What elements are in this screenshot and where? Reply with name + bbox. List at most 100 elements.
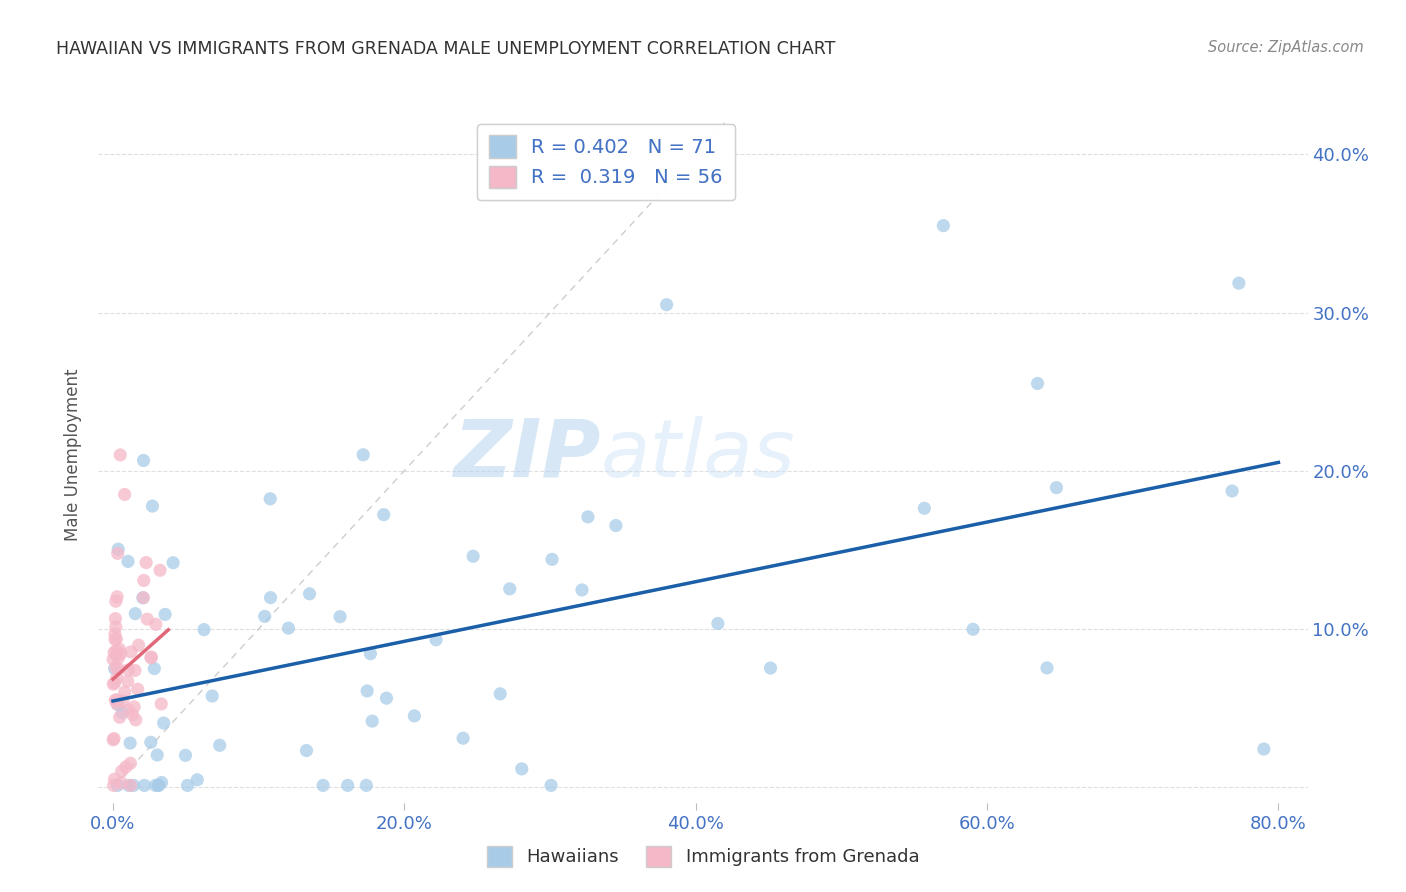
Point — [121, 707, 143, 722]
Point — [122, 778, 145, 793]
Point — [104, 612, 127, 626]
Point — [912, 501, 935, 516]
Point — [425, 632, 447, 647]
Point — [277, 621, 299, 635]
Point — [451, 731, 474, 746]
Point — [105, 590, 128, 604]
Point — [605, 518, 627, 533]
Point — [571, 582, 593, 597]
Point — [114, 487, 136, 501]
Point — [103, 677, 125, 691]
Point — [136, 612, 159, 626]
Point — [141, 650, 163, 665]
Point — [104, 693, 127, 707]
Point — [117, 663, 139, 677]
Point — [356, 778, 378, 793]
Point — [124, 607, 146, 621]
Point — [107, 661, 129, 675]
Point — [1026, 376, 1049, 391]
Point — [298, 587, 321, 601]
Point — [111, 764, 134, 779]
Point — [201, 689, 224, 703]
Point — [932, 219, 955, 233]
Point — [510, 762, 533, 776]
Point — [489, 687, 512, 701]
Point — [104, 632, 127, 647]
Point — [118, 778, 141, 793]
Point — [120, 778, 142, 793]
Point — [141, 499, 163, 513]
Point — [104, 662, 127, 676]
Point — [103, 646, 125, 660]
Point — [103, 772, 125, 787]
Point — [105, 671, 128, 685]
Point — [655, 298, 678, 312]
Point — [1045, 481, 1067, 495]
Point — [253, 609, 276, 624]
Point — [104, 594, 127, 608]
Point — [125, 713, 148, 727]
Point — [108, 642, 131, 657]
Point — [146, 747, 169, 762]
Point — [132, 591, 155, 605]
Point — [259, 491, 281, 506]
Point — [329, 609, 352, 624]
Point — [463, 549, 485, 564]
Point — [356, 684, 378, 698]
Point — [117, 554, 139, 568]
Point — [1253, 742, 1275, 756]
Point — [104, 660, 127, 674]
Point — [124, 664, 146, 678]
Point — [375, 691, 398, 706]
Point — [576, 509, 599, 524]
Point — [134, 778, 156, 793]
Point — [148, 778, 170, 793]
Point — [153, 607, 176, 622]
Point — [105, 644, 128, 658]
Point — [150, 697, 173, 711]
Point — [312, 778, 335, 793]
Point — [101, 652, 124, 666]
Legend: R = 0.402   N = 71, R =  0.319   N = 56: R = 0.402 N = 71, R = 0.319 N = 56 — [477, 124, 734, 200]
Point — [139, 650, 162, 665]
Point — [117, 703, 139, 717]
Point — [132, 591, 155, 605]
Point — [104, 676, 127, 690]
Point — [139, 735, 162, 749]
Point — [259, 591, 281, 605]
Point — [174, 748, 197, 763]
Point — [103, 732, 125, 747]
Point — [128, 638, 150, 652]
Point — [105, 632, 128, 646]
Point — [127, 682, 149, 697]
Point — [111, 706, 134, 720]
Point — [105, 648, 128, 663]
Point — [107, 651, 129, 665]
Point — [759, 661, 782, 675]
Point — [176, 778, 198, 793]
Point — [120, 645, 142, 659]
Point — [148, 778, 170, 793]
Point — [104, 627, 127, 641]
Text: HAWAIIAN VS IMMIGRANTS FROM GRENADA MALE UNEMPLOYMENT CORRELATION CHART: HAWAIIAN VS IMMIGRANTS FROM GRENADA MALE… — [56, 40, 835, 58]
Point — [295, 743, 318, 757]
Point — [145, 778, 167, 793]
Point — [373, 508, 395, 522]
Point — [132, 574, 155, 588]
Point — [120, 736, 142, 750]
Point — [149, 563, 172, 577]
Text: Source: ZipAtlas.com: Source: ZipAtlas.com — [1208, 40, 1364, 55]
Point — [132, 453, 155, 467]
Point — [143, 661, 166, 675]
Point — [103, 778, 125, 793]
Point — [122, 699, 145, 714]
Point — [114, 685, 136, 699]
Point — [193, 623, 215, 637]
Point — [135, 556, 157, 570]
Point — [115, 760, 138, 774]
Point — [707, 616, 730, 631]
Point — [499, 582, 522, 596]
Text: atlas: atlas — [600, 416, 794, 494]
Point — [110, 776, 132, 790]
Y-axis label: Male Unemployment: Male Unemployment — [65, 368, 83, 541]
